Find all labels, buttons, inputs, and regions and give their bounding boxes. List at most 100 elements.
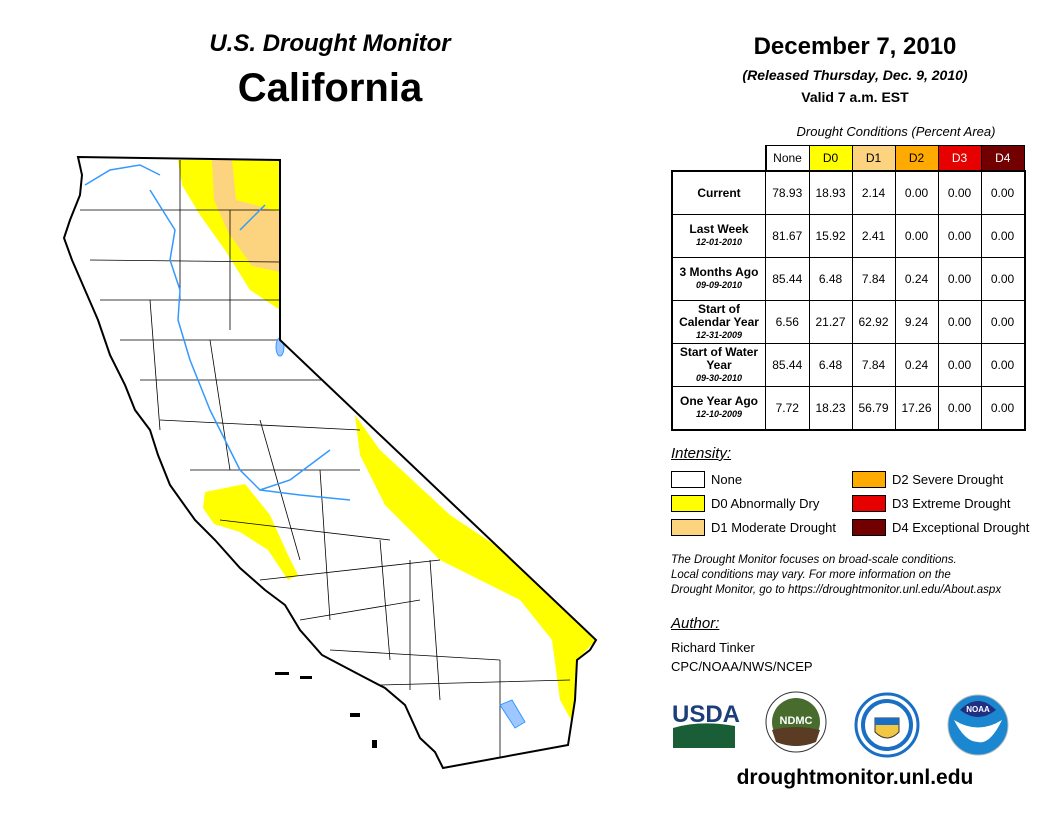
table-row: One Year Ago 12-10-2009 7.72 18.23 56.79 17.2… (671, 386, 1026, 431)
legend-item: D3 Extreme Drought (852, 495, 1011, 512)
table-row: Last Week 12-01-2010 81.67 15.92 2.41 0.00 0.0… (671, 214, 1026, 258)
column-header-d3: D3 (937, 145, 982, 172)
table-cell: 6.48 (808, 257, 853, 301)
state-title: California (237, 66, 423, 110)
table-cell: 9.24 (894, 300, 939, 344)
table-cell: 0.00 (937, 386, 982, 431)
table-cell: 15.92 (808, 214, 853, 258)
department-of-commerce-seal (854, 692, 920, 758)
table-cell: 0.00 (980, 257, 1026, 301)
column-header-d0: D0 (808, 145, 853, 172)
table-row: Start of Calendar Year 12-31-2009 6.56 21.2… (671, 300, 1026, 344)
disclaimer-note: The Drought Monitor focuses on broad-sca… (671, 554, 1002, 596)
row-date: 12-10-2009 (695, 409, 743, 419)
author-info: Richard Tinker CPC/NOAA/NWS/NCEP (671, 638, 813, 676)
table-cell: 18.93 (808, 170, 853, 215)
row-label: Start of Calendar Year 12-31-2009 (671, 300, 766, 344)
column-header-d4: D4 (980, 145, 1025, 172)
drought-conditions-table: None D0 D1 D2 D3 D4 Current 78.93 18.93 2.14 0.00… (671, 145, 1026, 431)
table-cell: 0.00 (937, 343, 982, 387)
legend-swatch (671, 471, 705, 488)
column-header-none: None (765, 145, 810, 172)
row-label: 3 Months Ago 09-09-2010 (671, 257, 766, 301)
legend-item: D2 Severe Drought (852, 471, 1003, 488)
row-label: One Year Ago 12-10-2009 (671, 386, 766, 431)
legend-swatch (852, 519, 886, 536)
table-cell: 18.23 (808, 386, 853, 431)
legend-item: D1 Moderate Drought (671, 519, 836, 536)
author-label: Author: (671, 615, 720, 632)
table-cell: 2.41 (851, 214, 896, 258)
table-cell: 2.14 (851, 170, 896, 215)
california-drought-map (63, 156, 597, 769)
agency-logos: USDA NDMC NOAA (672, 691, 1009, 758)
valid-time: Valid 7 a.m. EST (801, 89, 909, 105)
legend-item: D4 Exceptional Drought (852, 519, 1029, 536)
table-cell: 0.24 (894, 343, 939, 387)
column-header-d1: D1 (851, 145, 896, 172)
d0-region-central (203, 484, 298, 580)
table-cell: 0.00 (937, 170, 982, 215)
county-lines (80, 160, 571, 760)
table-cell: 7.84 (851, 343, 896, 387)
table-cell: 0.00 (894, 170, 939, 215)
table-cell: 6.48 (808, 343, 853, 387)
table-cell: 6.56 (765, 300, 810, 344)
table-cell: 78.93 (765, 170, 810, 215)
legend-swatch (852, 471, 886, 488)
rivers (84, 164, 351, 501)
table-cell: 56.79 (851, 386, 896, 431)
map-date: December 7, 2010 (753, 33, 957, 60)
table-cell: 81.67 (765, 214, 810, 258)
table-cell: 17.26 (894, 386, 939, 431)
row-label: Start of Water Year 09-30-2010 (671, 343, 766, 387)
table-cell: 0.00 (894, 214, 939, 258)
table-row: Current 78.93 18.93 2.14 0.00 0.00 0.00 (671, 170, 1026, 215)
svg-text:NDMC: NDMC (780, 715, 813, 727)
d0-region-eastern (355, 415, 596, 745)
salton-sea (499, 699, 526, 729)
table-cell: 0.00 (937, 214, 982, 258)
table-cell: 0.00 (937, 300, 982, 344)
row-date: 12-01-2010 (695, 237, 743, 247)
table-cell: 0.00 (980, 343, 1026, 387)
svg-text:NOAA: NOAA (966, 705, 990, 714)
row-label: Last Week 12-01-2010 (671, 214, 766, 258)
table-cell: 85.44 (765, 257, 810, 301)
legend-swatch (671, 495, 705, 512)
table-caption: Drought Conditions (Percent Area) (796, 124, 996, 139)
ndmc-logo: NDMC (765, 691, 827, 753)
table-cell: 7.84 (851, 257, 896, 301)
author-org: CPC/NOAA/NWS/NCEP (671, 659, 813, 674)
row-date: 09-30-2010 (695, 372, 743, 383)
row-date: 12-31-2009 (695, 329, 743, 340)
noaa-logo: NOAA (947, 694, 1009, 756)
column-header-d2: D2 (894, 145, 939, 172)
table-cell: 0.00 (937, 257, 982, 301)
monitor-title: U.S. Drought Monitor (209, 30, 451, 57)
table-cell: 0.24 (894, 257, 939, 301)
table-cell: 21.27 (808, 300, 853, 344)
legend-item: None (671, 471, 742, 488)
d1-region-northeast (212, 160, 280, 272)
d0-region-northeast (178, 160, 280, 310)
state-fill (64, 157, 596, 768)
legend-title: Intensity: (671, 445, 732, 462)
usda-logo: USDA (672, 701, 740, 748)
row-label: Current (671, 170, 766, 215)
release-date: (Released Thursday, Dec. 9, 2010) (742, 67, 968, 83)
legend-item: D0 Abnormally Dry (671, 495, 819, 512)
author-name: Richard Tinker (671, 640, 755, 655)
table-cell: 0.00 (980, 170, 1026, 215)
legend-swatch (852, 495, 886, 512)
table-cell: 0.00 (980, 386, 1026, 431)
legend-swatch (671, 519, 705, 536)
table-cell: 85.44 (765, 343, 810, 387)
row-date: 09-09-2010 (695, 280, 743, 290)
table-row: Start of Water Year 09-30-2010 85.44 6.48 7.… (671, 343, 1026, 387)
table-cell: 62.92 (851, 300, 896, 344)
table-cell: 7.72 (765, 386, 810, 431)
website-url[interactable]: droughtmonitor.unl.edu (736, 766, 974, 789)
table-row: 3 Months Ago 09-09-2010 85.44 6.48 7.84 0.24 0… (671, 257, 1026, 301)
